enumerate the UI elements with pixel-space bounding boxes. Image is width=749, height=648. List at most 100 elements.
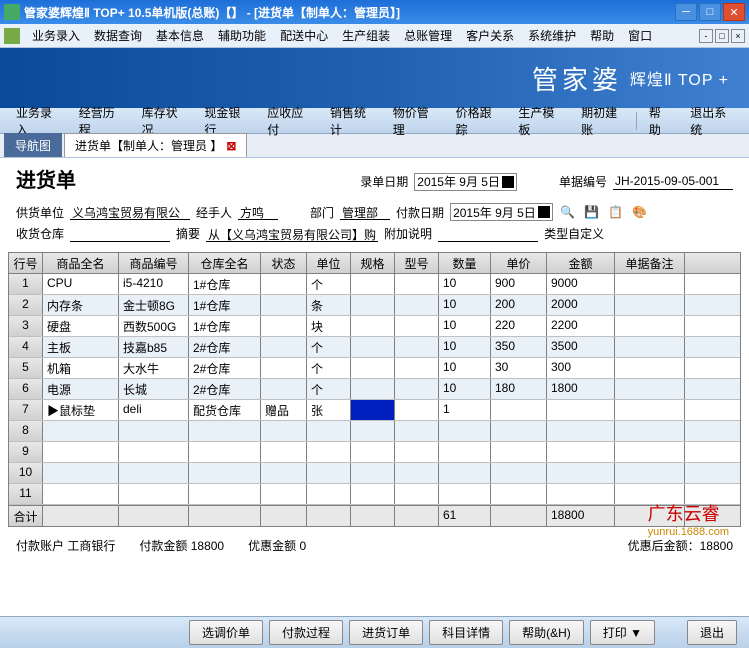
- table-row[interactable]: 10: [9, 463, 740, 484]
- acct-label: 付款账户: [16, 539, 64, 553]
- pay-amt-label: 付款金额: [139, 539, 187, 553]
- palette-icon[interactable]: 🎨: [631, 203, 649, 221]
- dept-input[interactable]: 管理部: [340, 204, 390, 220]
- func-sales[interactable]: 销售统计: [322, 101, 381, 141]
- summary-label: 摘要: [176, 225, 200, 242]
- table-row[interactable]: 1CPUi5-42101#仓库个109009000: [9, 274, 740, 295]
- col-st[interactable]: 状态: [261, 253, 307, 273]
- btn-payprocess[interactable]: 付款过程: [269, 620, 343, 645]
- table-row[interactable]: 5机箱大水牛2#仓库个1030300: [9, 358, 740, 379]
- search-icon[interactable]: 🔍: [559, 203, 577, 221]
- summary-input[interactable]: 从【义乌鸿宝贸易有限公司】购: [206, 226, 378, 242]
- menu-basic[interactable]: 基本信息: [150, 25, 210, 46]
- doc-no-value: JH-2015-09-05-001: [613, 174, 733, 190]
- col-code[interactable]: 商品编号: [119, 253, 189, 273]
- entry-date-label: 录单日期: [360, 173, 408, 190]
- menu-sys[interactable]: 系统维护: [522, 25, 582, 46]
- btn-order[interactable]: 进货订单: [349, 620, 423, 645]
- col-name[interactable]: 商品全名: [43, 253, 119, 273]
- table-row[interactable]: 7▶鼠标垫deli配货仓库赠品张1: [9, 400, 740, 421]
- tab-nav[interactable]: 导航图: [4, 133, 62, 157]
- form-title: 进货单: [16, 164, 76, 193]
- col-qty[interactable]: 数量: [439, 253, 491, 273]
- menubar: 业务录入 数据查询 基本信息 辅助功能 配送中心 生产组装 总账管理 客户关系 …: [0, 24, 749, 48]
- save-icon[interactable]: 💾: [583, 203, 601, 221]
- menu-biz[interactable]: 业务录入: [26, 25, 86, 46]
- menu-query[interactable]: 数据查询: [88, 25, 148, 46]
- func-ar[interactable]: 应收应付: [259, 101, 318, 141]
- doc-no-label: 单据编号: [559, 173, 607, 190]
- acct-input[interactable]: 工商银行: [67, 539, 115, 553]
- supplier-input[interactable]: 义乌鸿宝贸易有限公: [70, 204, 190, 220]
- supplier-label: 供货单位: [16, 204, 64, 221]
- func-template[interactable]: 生产模板: [510, 101, 569, 141]
- after-disc-value: 18800: [700, 539, 733, 553]
- table-row[interactable]: 8: [9, 421, 740, 442]
- col-no[interactable]: 行号: [9, 253, 43, 273]
- menu-aux[interactable]: 辅助功能: [212, 25, 272, 46]
- total-label: 合计: [9, 506, 43, 526]
- func-track[interactable]: 价格跟踪: [448, 101, 507, 141]
- tab-close-icon[interactable]: ⊠: [226, 139, 236, 153]
- col-model[interactable]: 型号: [395, 253, 439, 273]
- total-row: 合计 61 18800: [9, 505, 740, 526]
- menu-window[interactable]: 窗口: [622, 25, 658, 46]
- bottom-form: 付款账户 工商银行 付款金额 18800 优惠金额 0 优惠后金额：18800: [0, 527, 749, 564]
- btn-price[interactable]: 选调价单: [189, 620, 263, 645]
- table-row[interactable]: 4主板技嘉b852#仓库个103503500: [9, 337, 740, 358]
- col-memo[interactable]: 单据备注: [615, 253, 685, 273]
- table-row[interactable]: 3硬盘西数500G1#仓库块102202200: [9, 316, 740, 337]
- pay-date-label: 付款日期: [396, 204, 444, 221]
- func-help[interactable]: 帮助: [641, 101, 678, 141]
- banner-sub: 辉煌Ⅱ TOP +: [630, 66, 729, 90]
- close-button[interactable]: ✕: [723, 3, 745, 21]
- col-price[interactable]: 单价: [491, 253, 547, 273]
- disc-input[interactable]: 0: [299, 539, 306, 553]
- col-unit[interactable]: 单位: [307, 253, 351, 273]
- menu-crm[interactable]: 客户关系: [460, 25, 520, 46]
- note-icon[interactable]: 📋: [607, 203, 625, 221]
- mdi-close-icon[interactable]: ×: [731, 29, 745, 43]
- titlebar: 管家婆辉煌Ⅱ TOP+ 10.5单机版(总账)【】 - [进货单【制单人：管理员…: [0, 0, 749, 24]
- window-title: 管家婆辉煌Ⅱ TOP+ 10.5单机版(总账)【】 - [进货单【制单人：管理员…: [24, 4, 675, 21]
- pay-date-input[interactable]: 2015年 9月 5日: [450, 203, 553, 221]
- menu-prod[interactable]: 生产组装: [336, 25, 396, 46]
- form-area: 进货单 录单日期 2015年 9月 5日 单据编号 JH-2015-09-05-…: [0, 158, 749, 252]
- col-spec[interactable]: 规格: [351, 253, 395, 273]
- app-icon: [4, 4, 20, 20]
- table-row[interactable]: 11: [9, 484, 740, 505]
- banner: 管家婆 辉煌Ⅱ TOP +: [0, 48, 749, 108]
- func-price[interactable]: 物价管理: [385, 101, 444, 141]
- pay-amt-input[interactable]: 18800: [191, 539, 224, 553]
- tab-purchase[interactable]: 进货单【制单人：管理员 】 ⊠: [64, 133, 247, 157]
- maximize-button[interactable]: □: [699, 3, 721, 21]
- btn-exit[interactable]: 退出: [687, 620, 737, 645]
- table-row[interactable]: 6电源长城2#仓库个101801800: [9, 379, 740, 400]
- recv-wh-input[interactable]: [70, 226, 170, 242]
- recv-wh-label: 收货仓库: [16, 225, 64, 242]
- minimize-button[interactable]: ─: [675, 3, 697, 21]
- col-amt[interactable]: 金额: [547, 253, 615, 273]
- mdi-max-icon[interactable]: □: [715, 29, 729, 43]
- btn-subject[interactable]: 科目详情: [429, 620, 503, 645]
- menu-ledger[interactable]: 总账管理: [398, 25, 458, 46]
- attach-input[interactable]: [438, 226, 538, 242]
- entry-date-input[interactable]: 2015年 9月 5日: [414, 173, 517, 191]
- menu-icon: [4, 28, 20, 44]
- func-exit[interactable]: 退出系统: [682, 101, 741, 141]
- menu-dist[interactable]: 配送中心: [274, 25, 334, 46]
- handler-input[interactable]: 方鸣: [238, 204, 278, 220]
- table-row[interactable]: 2内存条金士顿8G1#仓库条102002000: [9, 295, 740, 316]
- button-bar: 选调价单 付款过程 进货订单 科目详情 帮助(&H) 打印 ▼ 退出: [0, 616, 749, 648]
- total-qty: 61: [439, 506, 491, 526]
- col-wh[interactable]: 仓库全名: [189, 253, 261, 273]
- mdi-min-icon[interactable]: -: [699, 29, 713, 43]
- dept-label: 部门: [310, 204, 334, 221]
- function-bar: 业务录入 经营历程 库存状况 现金银行 应收应付 销售统计 物价管理 价格跟踪 …: [0, 108, 749, 134]
- btn-print[interactable]: 打印 ▼: [590, 620, 655, 645]
- func-init[interactable]: 期初建账: [573, 101, 632, 141]
- menu-help[interactable]: 帮助: [584, 25, 620, 46]
- grid-body: 1CPUi5-42101#仓库个1090090002内存条金士顿8G1#仓库条1…: [9, 274, 740, 505]
- table-row[interactable]: 9: [9, 442, 740, 463]
- btn-help[interactable]: 帮助(&H): [509, 620, 584, 645]
